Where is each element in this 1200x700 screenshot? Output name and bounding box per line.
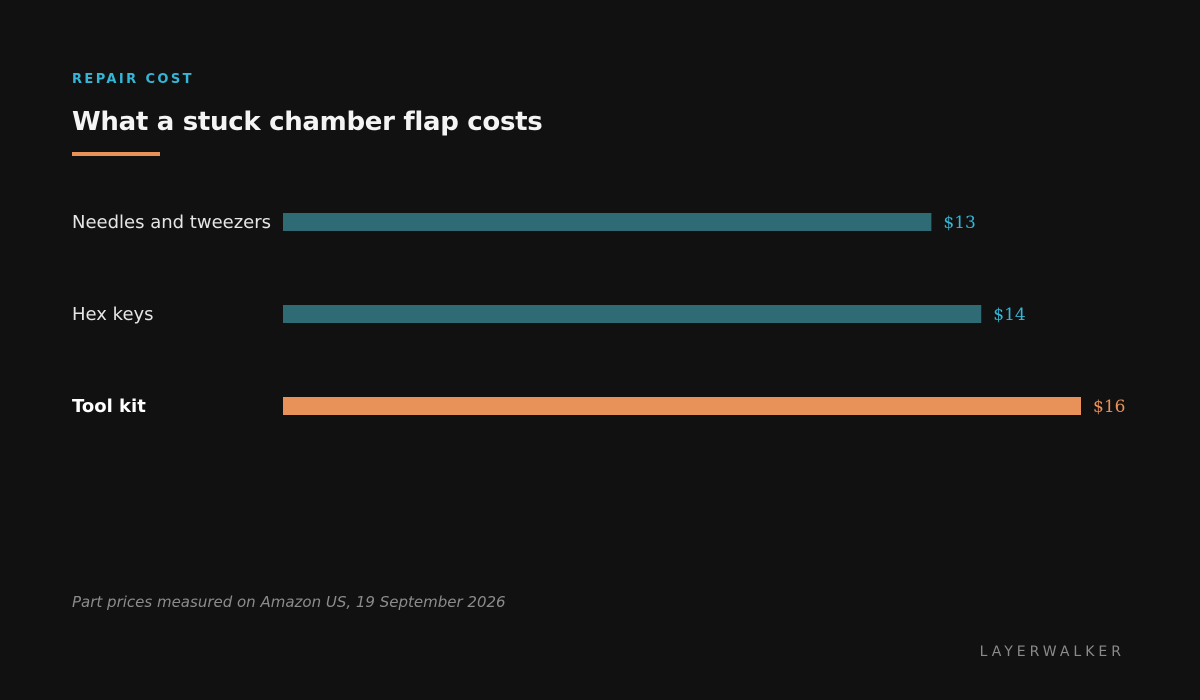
value-label: $13 [943,213,975,233]
bar-chart: Needles and tweezers $13 Hex keys $14 Tool k… [72,212,1125,417]
chart-kicker: REPAIR COST [72,72,194,87]
title-underline-bar [72,152,160,156]
category-label: Tool kit [72,396,146,417]
value-label: $16 [1093,397,1125,417]
value-label: $14 [993,305,1025,325]
source-note: Part prices measured on Amazon US, 19 Se… [72,593,506,611]
bar [283,213,932,231]
category-label: Needles and tweezers [72,212,271,233]
title-underline [72,152,160,156]
chart-title: What a stuck chamber flap costs [72,107,543,137]
brand-wordmark: LAYERWALKER [979,644,1125,660]
bar [283,305,982,323]
category-label: Hex keys [72,304,154,325]
bar [283,397,1081,415]
